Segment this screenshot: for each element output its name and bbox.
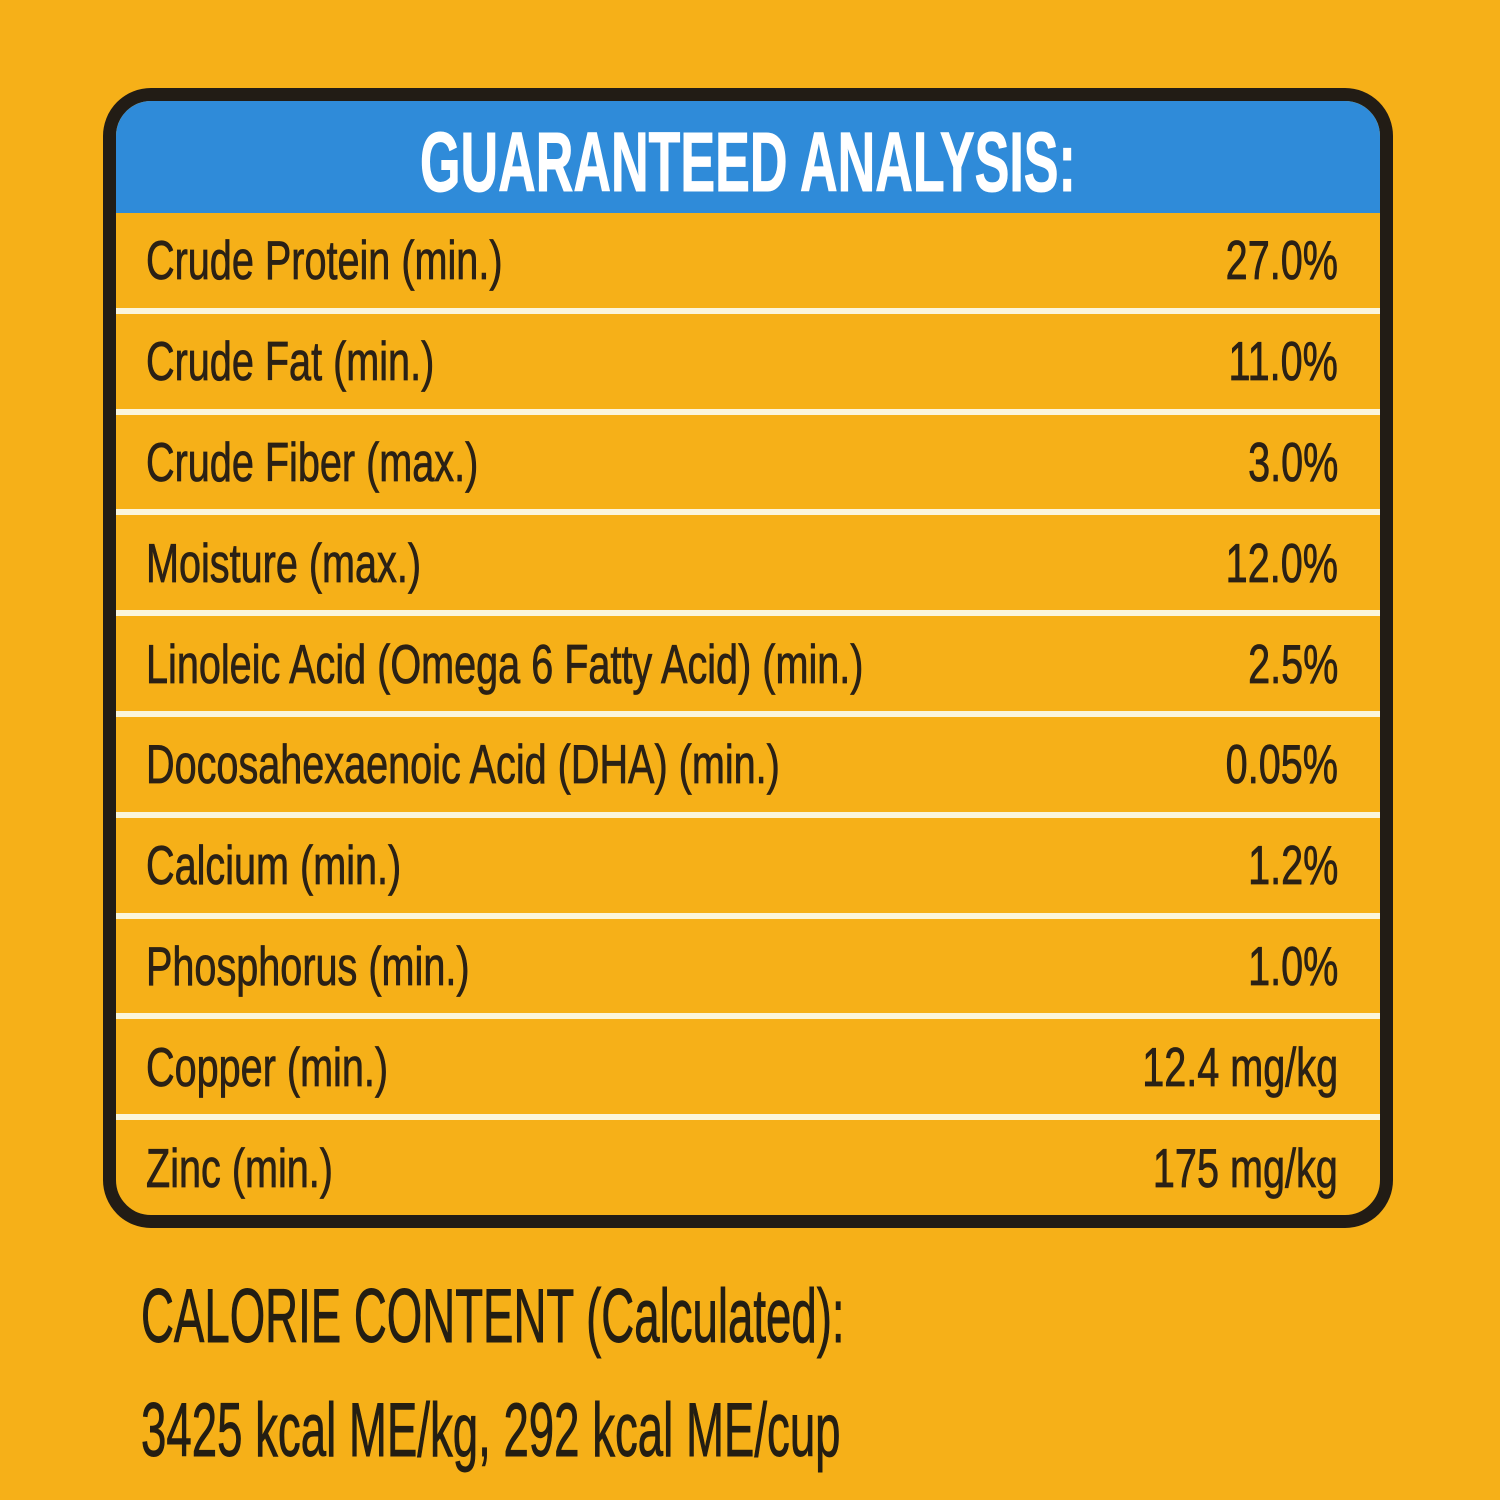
table-row-copper: Copper (min.) 12.4 mg/kg: [116, 1013, 1380, 1114]
row-label: Calcium (min.): [146, 834, 402, 897]
row-label-cell: Zinc (min.): [146, 1136, 1081, 1200]
row-value-cell: 175 mg/kg: [1081, 1136, 1338, 1200]
row-value-cell: 12.0%: [1182, 531, 1338, 595]
row-label: Crude Fiber (max.): [146, 430, 479, 494]
row-label-cell: Docosahexaenoic Acid (DHA) (min.): [146, 732, 1182, 796]
row-label: Crude Protein (min.): [146, 229, 503, 292]
row-value: 3.0%: [1247, 430, 1338, 494]
row-value-cell: 2.5%: [1213, 632, 1338, 696]
row-value-cell: 12.4 mg/kg: [1066, 1035, 1338, 1099]
table-row-zinc: Zinc (min.) 175 mg/kg: [116, 1114, 1380, 1215]
calorie-heading-line: CALORIE CONTENT (Calculated):: [141, 1260, 1314, 1374]
table-row-phosphorus: Phosphorus (min.) 1.0%: [116, 912, 1380, 1014]
table-row-dha: Docosahexaenoic Acid (DHA) (min.) 0.05%: [116, 710, 1380, 812]
row-value: 175 mg/kg: [1153, 1136, 1338, 1199]
calorie-content-block: CALORIE CONTENT (Calculated): 3425 kcal …: [141, 1260, 1314, 1488]
table-row-linoleic-acid: Linoleic Acid (Omega 6 Fatty Acid) (min.…: [116, 610, 1380, 711]
guaranteed-analysis-panel: GUARANTEED ANALYSIS: Crude Protein (min.…: [103, 88, 1393, 1228]
row-value: 1.0%: [1247, 934, 1338, 998]
row-label: Linoleic Acid (Omega 6 Fatty Acid) (min.…: [146, 632, 864, 695]
row-label: Phosphorus (min.): [146, 934, 470, 998]
row-label-cell: Linoleic Acid (Omega 6 Fatty Acid) (min.…: [146, 632, 1213, 696]
panel-title: GUARANTEED ANALYSIS:: [420, 114, 1077, 209]
row-value: 11.0%: [1228, 330, 1338, 393]
row-value-cell: 11.0%: [1186, 329, 1338, 393]
row-value-cell: 1.0%: [1213, 934, 1338, 998]
row-label-cell: Copper (min.): [146, 1035, 1066, 1099]
row-label-cell: Crude Fiber (max.): [146, 430, 1213, 494]
row-label-cell: Phosphorus (min.): [146, 934, 1213, 998]
row-value-cell: 3.0%: [1213, 430, 1338, 494]
calorie-heading: CALORIE CONTENT (Calculated):: [141, 1274, 845, 1360]
row-label: Zinc (min.): [146, 1136, 334, 1199]
row-value: 27.0%: [1225, 229, 1338, 292]
row-value: 0.05%: [1225, 733, 1338, 796]
row-value: 12.4 mg/kg: [1142, 1035, 1338, 1098]
table-row-crude-fiber: Crude Fiber (max.) 3.0%: [116, 408, 1380, 510]
table-row-moisture: Moisture (max.) 12.0%: [116, 509, 1380, 610]
row-value-cell: 1.2%: [1213, 833, 1338, 897]
row-label: Moisture (max.): [146, 531, 422, 594]
row-label-cell: Crude Fat (min.): [146, 329, 1186, 393]
row-value: 1.2%: [1247, 834, 1338, 897]
row-value: 2.5%: [1247, 632, 1338, 695]
calorie-values: 3425 kcal ME/kg, 292 kcal ME/cup: [141, 1388, 841, 1474]
row-label-cell: Moisture (max.): [146, 531, 1182, 595]
row-label: Docosahexaenoic Acid (DHA) (min.): [146, 733, 780, 796]
row-value: 12.0%: [1225, 531, 1338, 594]
row-label-cell: Crude Protein (min.): [146, 228, 1182, 292]
row-label-cell: Calcium (min.): [146, 833, 1213, 897]
table-row-calcium: Calcium (min.) 1.2%: [116, 811, 1380, 913]
analysis-table: Crude Protein (min.) 27.0% Crude Fat (mi…: [116, 213, 1380, 1215]
table-row-crude-fat: Crude Fat (min.) 11.0%: [116, 307, 1380, 409]
row-value-cell: 0.05%: [1182, 732, 1338, 796]
row-label: Crude Fat (min.): [146, 330, 435, 393]
row-value-cell: 27.0%: [1182, 228, 1338, 292]
panel-header-band: GUARANTEED ANALYSIS:: [116, 101, 1380, 213]
table-row-crude-protein: Crude Protein (min.) 27.0%: [116, 213, 1380, 308]
row-label: Copper (min.): [146, 1035, 389, 1098]
calorie-values-line: 3425 kcal ME/kg, 292 kcal ME/cup: [141, 1374, 1314, 1488]
